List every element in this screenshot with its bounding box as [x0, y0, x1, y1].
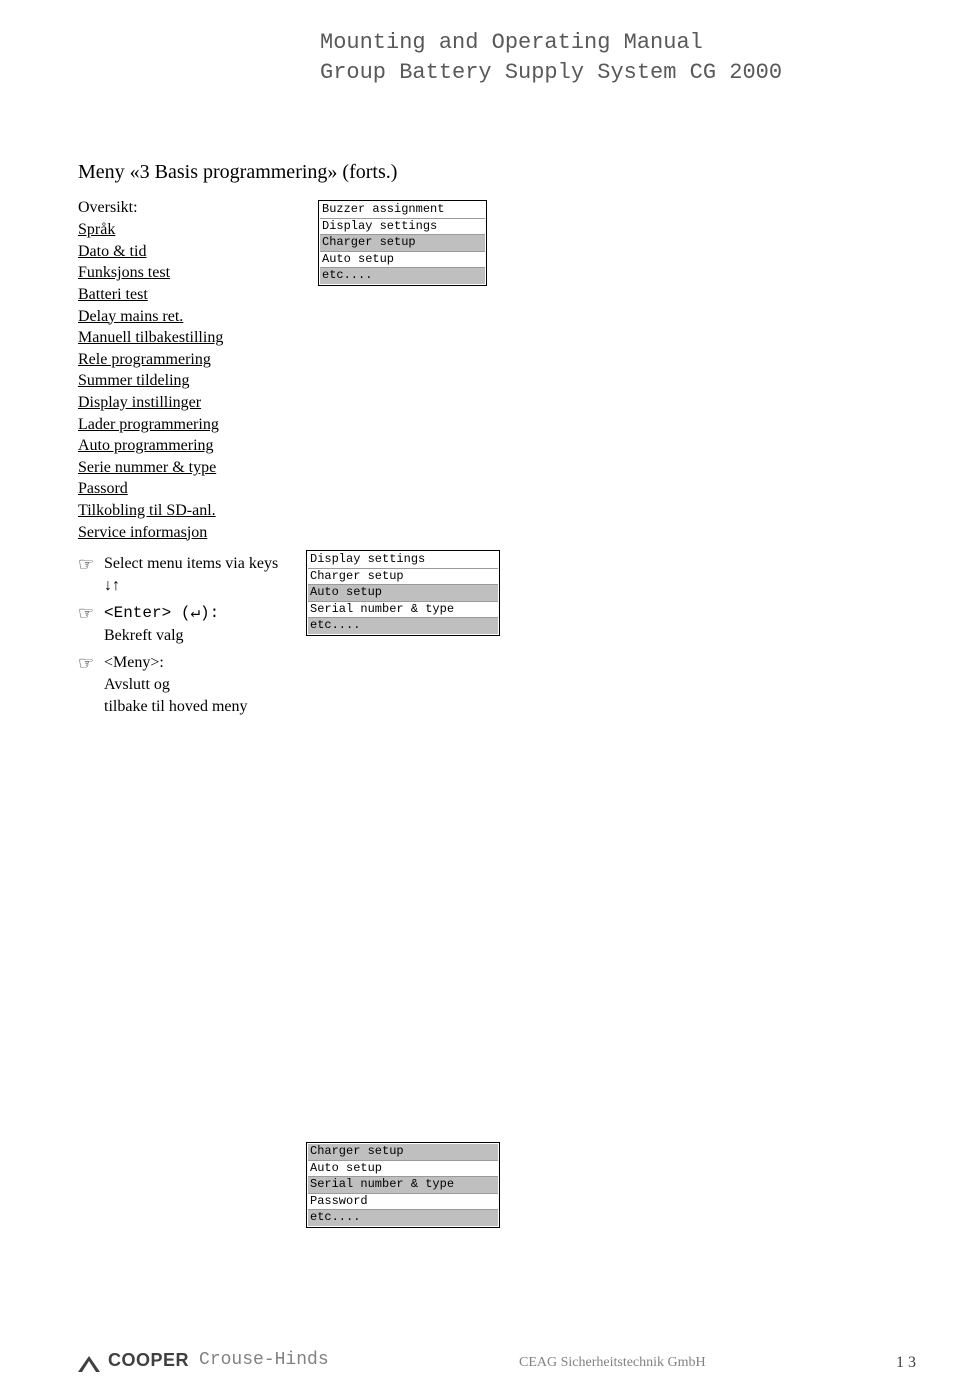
overview-list: Språk Dato & tid Funksjons test Batteri … [78, 219, 293, 543]
list-item: Funksjons test [78, 262, 293, 284]
list-item: Display instillinger [78, 392, 293, 414]
lcd-row: Auto setup [308, 1161, 498, 1178]
instruction-enter: ☞ <Enter> (↵): Bekreft valg [78, 602, 293, 646]
lcd-row: etc.... [308, 618, 498, 634]
arrows-icon: ↓↑ [104, 577, 120, 594]
list-item: Serie nummer & type [78, 457, 293, 479]
header-line-2: Group Battery Supply System CG 2000 [320, 58, 782, 88]
cooper-triangle-icon [78, 1356, 100, 1372]
lcd-box-2: Display settingsCharger setupAuto setupS… [306, 550, 500, 636]
instruction-text: Select menu items via keys [104, 555, 278, 572]
pointer-icon: ☞ [78, 553, 104, 577]
doc-header: Mounting and Operating Manual Group Batt… [320, 28, 782, 87]
list-item: Batteri test [78, 284, 293, 306]
list-item: Rele programmering [78, 349, 293, 371]
instruction-menu: ☞ <Meny>: Avslutt og tilbake til hoved m… [78, 652, 293, 717]
list-item: Dato & tid [78, 241, 293, 263]
page-footer: COOPER Crouse-Hinds CEAG Sicherheitstech… [78, 1350, 920, 1372]
list-item: Manuell tilbakestilling [78, 327, 293, 349]
exit-text-2: tilbake til hoved meny [104, 698, 248, 715]
page-number: 13 [896, 1353, 920, 1372]
lcd-row: Charger setup [308, 1144, 498, 1161]
lcd-box-1: Buzzer assignmentDisplay settingsCharger… [318, 200, 487, 286]
lcd-row: Buzzer assignment [320, 202, 485, 219]
pointer-icon: ☞ [78, 602, 104, 626]
list-item: Service informasjon [78, 522, 293, 544]
lcd-row: Auto setup [308, 585, 498, 602]
list-item: Lader programmering [78, 414, 293, 436]
lcd-row: Serial number & type [308, 602, 498, 619]
list-item: Auto programmering [78, 435, 293, 457]
enter-label: <Enter> (↵): [104, 604, 219, 622]
header-line-1: Mounting and Operating Manual [320, 28, 782, 58]
list-item: Språk [78, 219, 293, 241]
list-item: Summer tildeling [78, 370, 293, 392]
lcd-box-3: Charger setupAuto setupSerial number & t… [306, 1142, 500, 1228]
cooper-text: COOPER [108, 1350, 189, 1372]
lcd-row: Password [308, 1194, 498, 1211]
lcd-row: Charger setup [308, 569, 498, 586]
cooper-logo: COOPER [78, 1350, 189, 1372]
lcd-row: Serial number & type [308, 1177, 498, 1194]
section-title: Meny «3 Basis programmering» (forts.) [78, 160, 397, 184]
lcd-row: Display settings [308, 552, 498, 569]
instruction-select: ☞ Select menu items via keys ↓↑ [78, 553, 293, 596]
list-item: Delay mains ret. [78, 306, 293, 328]
overview-label: Oversikt: [78, 198, 293, 217]
footer-right: CEAG Sicherheitstechnik GmbH [329, 1355, 896, 1372]
crouse-text: Crouse-Hinds [199, 1350, 329, 1372]
lcd-row: Charger setup [320, 235, 485, 252]
brand-group: COOPER Crouse-Hinds [78, 1350, 329, 1372]
lcd-row: Auto setup [320, 252, 485, 269]
confirm-text: Bekreft valg [104, 627, 184, 644]
meny-label: <Meny>: [104, 654, 164, 671]
list-item: Passord [78, 478, 293, 500]
list-item: Tilkobling til SD-anl. [78, 500, 293, 522]
pointer-icon: ☞ [78, 652, 104, 676]
lcd-row: etc.... [308, 1210, 498, 1226]
lcd-row: etc.... [320, 268, 485, 284]
exit-text-1: Avslutt og [104, 676, 170, 693]
left-column: Oversikt: Språk Dato & tid Funksjons tes… [78, 198, 293, 717]
lcd-row: Display settings [320, 219, 485, 236]
